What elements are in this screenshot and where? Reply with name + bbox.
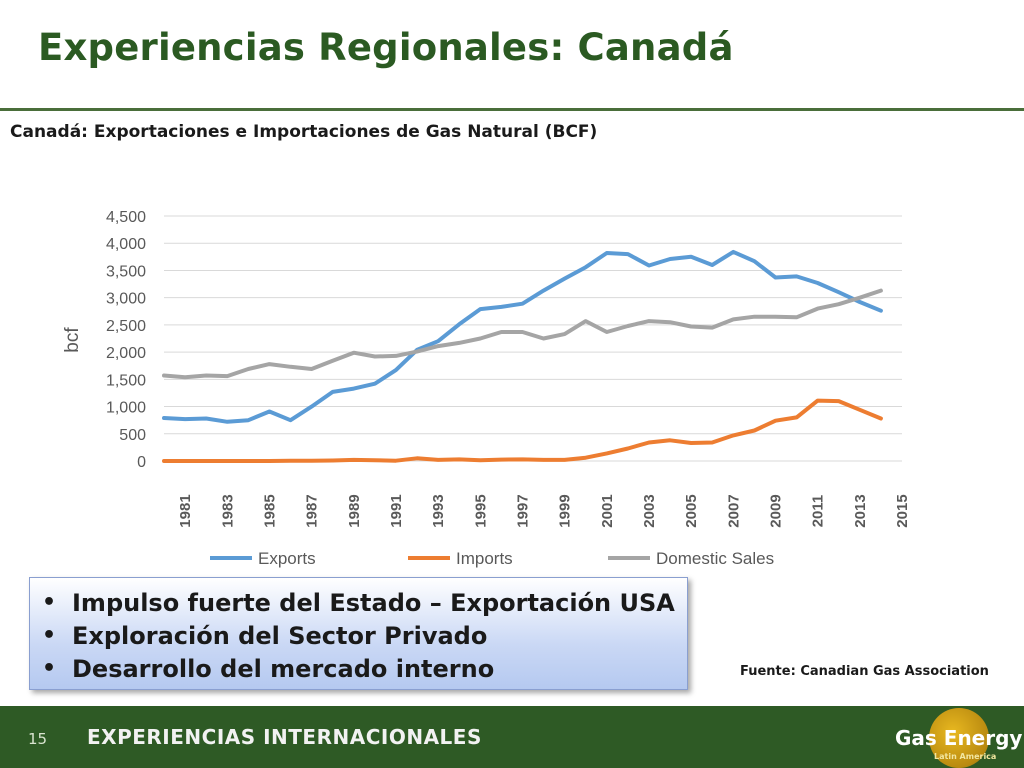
y-tick-label: 4,000 [106,236,146,253]
chart-gridlines [164,215,902,462]
title-divider [0,108,1024,111]
x-tick-label: 1981 [177,494,194,527]
x-tick-label: 2015 [894,494,911,527]
bullet-marker: • [42,656,57,681]
footer-bar: 15 EXPERIENCIAS INTERNACIONALES Gas Ener… [0,706,1024,768]
y-tick-label: 4,500 [106,209,146,226]
line-chart: 0 500 1,000 1,500 2,000 2,500 3,000 3,500 4,000 4… [62,209,911,568]
y-tick-label: 3,000 [106,291,146,308]
chart-heading: Canadá: Exportaciones e Importaciones de… [10,122,598,142]
x-tick-label: 2001 [599,494,616,527]
x-tick-label: 1983 [219,494,236,527]
source-note: Fuente: Canadian Gas Association [740,664,989,679]
x-tick-label: 1999 [557,494,574,527]
bullet-marker: • [42,590,57,615]
chart-series [162,249,883,463]
y-tick-label: 2,500 [106,318,146,335]
y-tick-label: 0 [137,454,146,471]
y-tick-label: 3,500 [106,263,146,280]
chart-legend: Exports Imports Domestic Sales [210,549,774,568]
y-tick-label: 1,000 [106,400,146,417]
series-line-exports [162,249,883,424]
x-tick-label: 1997 [514,494,531,527]
x-tick-label: 2013 [852,494,869,527]
brand-name: Gas Energy [895,726,1023,750]
y-tick-label: 1,500 [106,372,146,389]
y-axis-label: bcf [62,327,83,353]
x-tick-label: 2003 [641,494,658,527]
key-points-box: • Impulso fuerte del Estado – Exportación… [29,577,688,690]
slide-title: Experiencias Regionales: Canadá [38,26,734,69]
bullet-item: • Impulso fuerte del Estado – Exportación… [42,586,687,619]
x-tick-label: 1991 [388,494,405,527]
y-tick-label: 500 [119,427,146,444]
x-tick-label: 1995 [472,494,489,527]
x-tick-label: 1985 [261,494,278,527]
brand-subtitle: Latin America [934,752,997,761]
bullet-text: Desarrollo del mercado interno [72,654,495,683]
x-tick-label: 1989 [346,494,363,527]
y-tick-label: 2,000 [106,345,146,362]
x-tick-label: 2007 [725,494,742,527]
bullet-text: Impulso fuerte del Estado – Exportación … [72,588,675,617]
bullet-item: • Exploración del Sector Privado [42,619,687,652]
footer-section-label: EXPERIENCIAS INTERNACIONALES [87,725,482,749]
legend-label: Exports [258,549,316,568]
bullet-marker: • [42,623,57,648]
globe-icon [929,708,989,768]
series-line-domestic-sales [162,288,883,380]
x-tick-label: 2009 [767,494,784,527]
y-axis-ticks: 0 500 1,000 1,500 2,000 2,500 3,000 3,500 4,000 4… [106,209,146,471]
bullet-item: • Desarrollo del mercado interno [42,652,687,685]
gas-energy-logo: Gas Energy Latin America [895,706,1024,768]
x-tick-label: 1987 [304,494,321,527]
legend-label: Imports [456,549,513,568]
bullet-text: Exploración del Sector Privado [72,621,488,650]
page-number: 15 [28,730,48,748]
legend-label: Domestic Sales [656,549,774,568]
x-tick-label: 2005 [683,494,700,527]
series-line-imports [162,398,883,463]
x-tick-label: 2011 [810,495,827,528]
bullet-list: • Impulso fuerte del Estado – Exportación… [42,586,687,685]
x-axis-ticks: 1981 1983 1985 1987 1989 1991 1993 1995 1997 1999… [177,494,911,527]
x-tick-label: 1993 [430,494,447,527]
